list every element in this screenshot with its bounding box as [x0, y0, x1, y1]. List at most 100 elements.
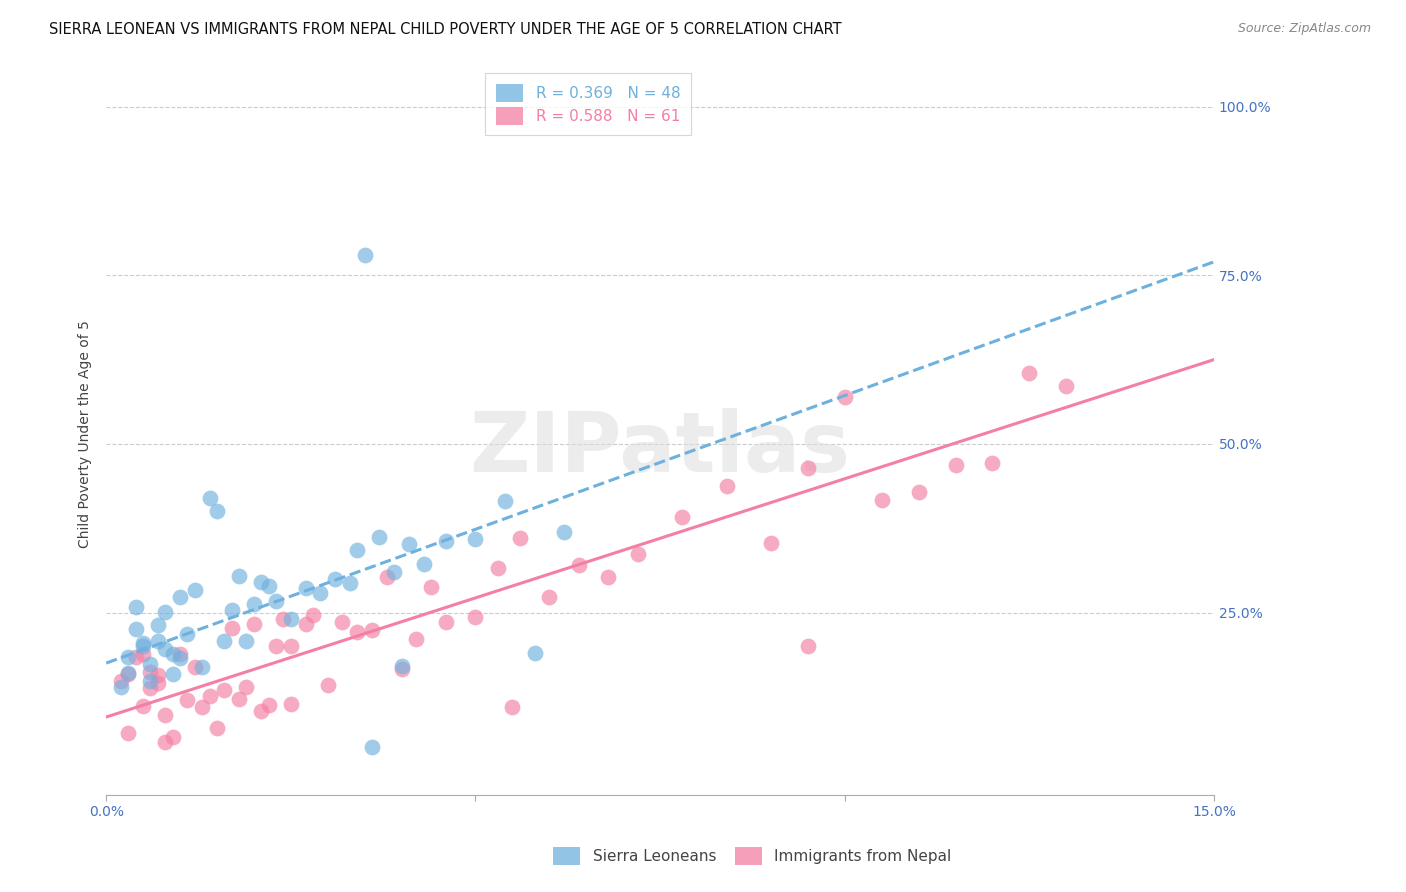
- Point: [132, 636, 155, 650]
- Point: [191, 659, 214, 673]
- Point: [464, 532, 486, 546]
- Point: [294, 582, 316, 596]
- Point: [117, 650, 139, 665]
- Point: [198, 491, 221, 505]
- Point: [198, 689, 221, 703]
- Point: [235, 680, 257, 694]
- Point: [797, 461, 820, 475]
- Legend: R = 0.369   N = 48, R = 0.588   N = 61: R = 0.369 N = 48, R = 0.588 N = 61: [485, 73, 690, 136]
- Point: [361, 623, 384, 637]
- Point: [332, 615, 354, 629]
- Point: [309, 586, 332, 600]
- Point: [412, 558, 434, 572]
- Point: [146, 675, 169, 690]
- Point: [981, 456, 1004, 470]
- Point: [155, 641, 177, 656]
- Point: [264, 594, 287, 608]
- Point: [205, 721, 228, 735]
- Point: [353, 248, 375, 262]
- Point: [162, 647, 184, 661]
- Point: [110, 680, 132, 694]
- Point: [184, 660, 207, 674]
- Point: [155, 605, 177, 619]
- Point: [155, 708, 177, 723]
- Point: [627, 547, 650, 561]
- Point: [523, 646, 546, 660]
- Point: [375, 570, 398, 584]
- Point: [405, 632, 427, 647]
- Point: [907, 485, 929, 500]
- Point: [486, 560, 509, 574]
- Text: Source: ZipAtlas.com: Source: ZipAtlas.com: [1237, 22, 1371, 36]
- Point: [501, 700, 523, 714]
- Point: [1018, 366, 1040, 380]
- Point: [391, 662, 413, 676]
- Point: [125, 623, 148, 637]
- Point: [139, 681, 162, 696]
- Point: [214, 682, 236, 697]
- Point: [191, 700, 214, 714]
- Point: [553, 524, 575, 539]
- Point: [346, 542, 368, 557]
- Point: [132, 639, 155, 653]
- Point: [598, 569, 620, 583]
- Point: [538, 590, 561, 604]
- Point: [146, 667, 169, 681]
- Point: [368, 530, 391, 544]
- Point: [117, 666, 139, 681]
- Point: [228, 568, 250, 582]
- Point: [184, 582, 207, 597]
- Text: ZIPatlas: ZIPatlas: [470, 408, 851, 489]
- Point: [162, 730, 184, 744]
- Point: [214, 633, 236, 648]
- Point: [434, 615, 457, 629]
- Point: [176, 693, 198, 707]
- Point: [759, 536, 782, 550]
- Point: [339, 576, 361, 591]
- Point: [125, 650, 148, 665]
- Point: [323, 572, 346, 586]
- Point: [110, 673, 132, 688]
- Point: [797, 639, 820, 653]
- Y-axis label: Child Poverty Under the Age of 5: Child Poverty Under the Age of 5: [79, 320, 93, 548]
- Point: [398, 536, 420, 550]
- Point: [176, 627, 198, 641]
- Point: [139, 665, 162, 679]
- Point: [391, 659, 413, 673]
- Point: [1054, 378, 1077, 392]
- Point: [434, 533, 457, 548]
- Point: [243, 616, 266, 631]
- Point: [221, 603, 243, 617]
- Point: [146, 618, 169, 632]
- Point: [139, 674, 162, 689]
- Point: [945, 458, 967, 473]
- Point: [273, 612, 295, 626]
- Point: [382, 565, 405, 579]
- Point: [870, 493, 893, 508]
- Point: [257, 579, 280, 593]
- Point: [146, 634, 169, 648]
- Point: [464, 610, 486, 624]
- Point: [235, 634, 257, 648]
- Point: [250, 704, 273, 718]
- Point: [132, 647, 155, 661]
- Point: [280, 639, 302, 653]
- Point: [264, 639, 287, 653]
- Point: [716, 479, 738, 493]
- Point: [125, 600, 148, 615]
- Point: [257, 698, 280, 713]
- Point: [228, 692, 250, 706]
- Point: [169, 590, 191, 604]
- Point: [117, 666, 139, 681]
- Point: [280, 697, 302, 711]
- Point: [834, 390, 856, 404]
- Point: [346, 624, 368, 639]
- Point: [155, 734, 177, 748]
- Point: [243, 597, 266, 611]
- Point: [302, 608, 325, 623]
- Point: [169, 647, 191, 661]
- Point: [671, 510, 693, 524]
- Point: [420, 580, 443, 594]
- Point: [294, 617, 316, 632]
- Point: [139, 657, 162, 671]
